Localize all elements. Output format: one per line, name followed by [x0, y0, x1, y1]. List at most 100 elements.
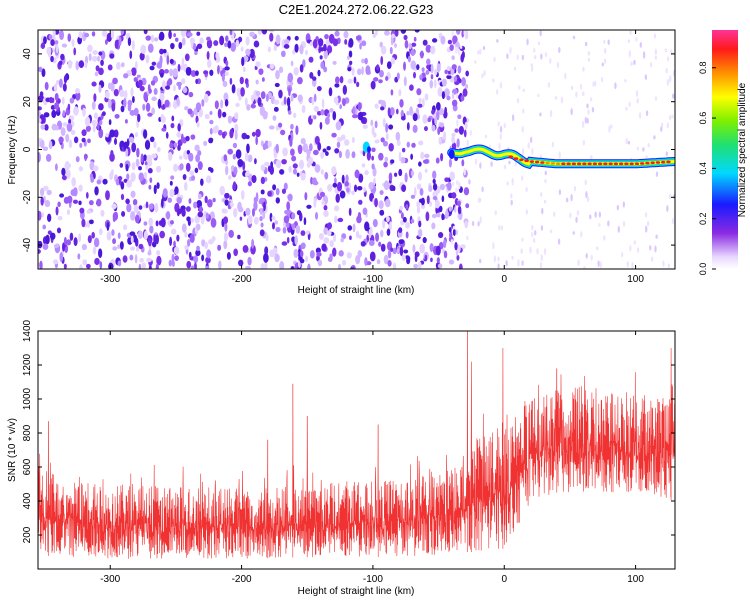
spectrogram-cell — [451, 30, 454, 37]
spectrogram-cell — [324, 33, 329, 40]
spectrogram-cell — [150, 80, 156, 86]
spectrogram-cell — [99, 261, 103, 269]
spectrogram-cell — [407, 256, 411, 262]
spectrogram-cell — [372, 219, 378, 228]
spectrogram-cell — [416, 201, 421, 208]
spectrogram-cell — [360, 241, 366, 247]
spectrogram-cell — [235, 102, 240, 108]
signal-peak — [571, 162, 577, 166]
spectrogram-cell — [75, 60, 80, 71]
spectrogram-cell — [448, 227, 452, 233]
spectrogram-cell — [253, 216, 259, 225]
spectrogram-cell — [375, 30, 378, 36]
spectrogram-cell — [172, 102, 176, 108]
spectrogram-cell — [412, 124, 418, 133]
spectrogram-cell — [627, 140, 631, 145]
spectrogram-cell — [635, 37, 638, 42]
spectrogram-cell — [585, 190, 588, 199]
spectrogram-cell — [168, 30, 172, 40]
spectrogram-cell — [511, 114, 515, 122]
spectrogram-cell — [132, 198, 138, 206]
spectrogram-cell — [251, 131, 256, 137]
spectrogram-cell — [327, 184, 333, 192]
spectrogram-cell — [120, 193, 125, 201]
spectrogram-cell — [477, 221, 480, 227]
spectrogram-cell — [214, 100, 219, 110]
spectrogram-cell — [275, 34, 281, 45]
spectrogram-cell — [411, 142, 416, 148]
spectrogram-cell — [138, 263, 142, 269]
spectrogram-cell — [305, 49, 308, 56]
spectrogram-cell — [403, 34, 408, 41]
spectrogram-cell — [291, 223, 296, 231]
spectrogram-cell — [300, 230, 306, 236]
spectrogram-cell — [436, 257, 440, 264]
spectrogram-cell — [635, 89, 639, 98]
spectrogram-cell — [458, 125, 464, 135]
signal-peak — [624, 162, 629, 166]
spectrogram-cell — [306, 204, 312, 209]
spectrogram-cell — [287, 193, 293, 202]
x-tick-label: -100 — [363, 574, 383, 585]
colorbar-tick-label: 0.6 — [698, 112, 708, 125]
x-tick-label: 0 — [501, 574, 507, 585]
spectrogram-cell — [457, 114, 462, 120]
spectrogram-cell — [130, 190, 136, 198]
spectrogram-cell — [646, 221, 650, 227]
spectrogram-cell — [389, 107, 395, 116]
spectrogram-cell — [323, 210, 329, 218]
spectrogram-cell — [278, 66, 284, 74]
spectrogram-cell — [665, 151, 669, 156]
spectrogram-cell — [388, 142, 394, 152]
spectrogram-cell — [390, 36, 394, 46]
spectrogram-cell — [384, 30, 390, 36]
spectrogram-cell — [364, 221, 370, 232]
spectrogram-cell — [93, 93, 97, 102]
spectrogram-cell — [120, 181, 125, 190]
spectrogram-cell — [437, 263, 443, 269]
spectrogram-cell — [463, 167, 466, 176]
spectrogram-cell — [209, 167, 214, 173]
spectrogram-cell — [178, 41, 183, 50]
spectrogram-cell — [181, 37, 186, 46]
spectrogram-cell — [222, 80, 228, 88]
spectrogram-cell — [380, 229, 384, 238]
spectrogram-cell — [465, 84, 469, 89]
spectrogram-cell — [378, 69, 384, 78]
spectrogram-noise-layer — [38, 30, 675, 269]
spectrogram-cell — [61, 167, 66, 176]
spectrogram-cell — [110, 169, 114, 177]
spectrogram-cell — [58, 60, 63, 66]
spectrogram-cell — [247, 215, 253, 225]
spectrogram-cell — [42, 146, 49, 151]
spectrogram-cell — [180, 30, 187, 38]
spectrogram-cell — [413, 36, 417, 42]
spectrogram-cell — [394, 30, 399, 37]
spectrogram-cell — [586, 103, 589, 109]
spectrogram-cell — [529, 136, 533, 144]
spectrogram-cell — [419, 74, 423, 81]
spectrogram-cell — [224, 222, 228, 232]
spectrogram-cell — [351, 151, 356, 159]
spectrogram-cell — [108, 262, 114, 269]
spectrogram-cell — [570, 193, 573, 202]
spectrogram-cell — [196, 43, 203, 50]
spectrogram-cell — [654, 55, 658, 60]
spectrogram-cell — [558, 46, 561, 54]
spectrogram-cell — [358, 199, 363, 205]
spectrogram-cell — [291, 155, 297, 162]
y-tick-label: -20 — [22, 190, 33, 205]
snr-x-label: Height of straight line (km) — [298, 586, 415, 597]
spectrogram-cell — [149, 177, 153, 183]
spectrogram-cell — [520, 176, 524, 181]
spectrogram-cell — [54, 163, 58, 171]
spectrogram-cell — [531, 147, 534, 155]
spectrogram-cell — [203, 70, 209, 75]
spectrogram-cell — [477, 197, 481, 203]
spectrogram-cell — [374, 103, 379, 109]
spectrogram-cell — [66, 209, 71, 215]
spectrogram-cell — [424, 153, 430, 158]
spectrogram-cell — [238, 259, 244, 267]
spectrogram-cell — [342, 98, 346, 107]
spectrogram-cell — [346, 187, 350, 193]
